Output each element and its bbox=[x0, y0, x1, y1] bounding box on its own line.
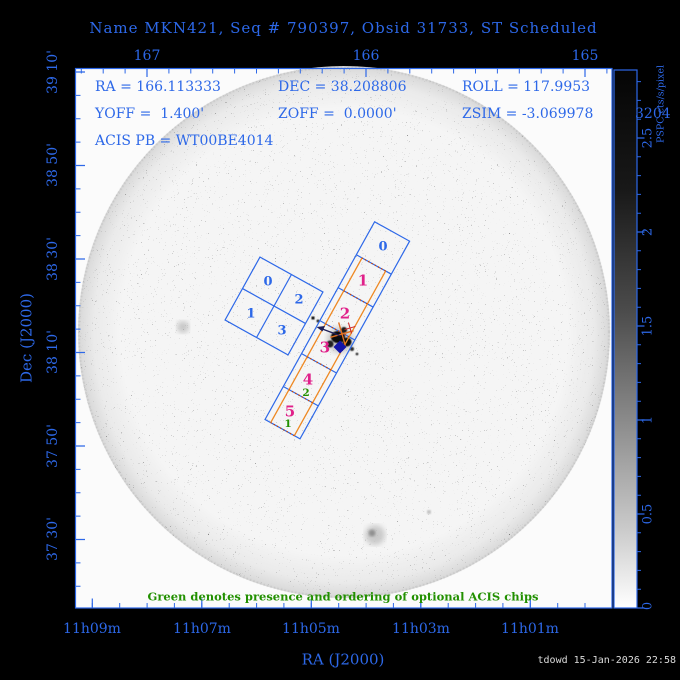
optional-chips-note: Green denotes presence and ordering of o… bbox=[147, 589, 539, 604]
cb-tick-1: 2 bbox=[640, 227, 656, 237]
target-x-marker bbox=[330, 322, 354, 346]
colorbar bbox=[613, 69, 638, 609]
header-dec: DEC = 38.208806 bbox=[278, 79, 407, 95]
offset-arrow bbox=[320, 327, 342, 337]
left-axis-minor-ticks bbox=[76, 71, 81, 587]
header-ra: RA = 166.113333 bbox=[95, 79, 221, 95]
chip-s0-label: 0 bbox=[378, 239, 388, 255]
fov-rim bbox=[78, 66, 610, 598]
chip-s5-label: 5 bbox=[284, 402, 296, 421]
aimpoint-diamond bbox=[333, 340, 347, 354]
plot-title: Name MKN421, Seq # 790397, Obsid 31733, … bbox=[89, 19, 598, 37]
chip-i3-label: 3 bbox=[277, 323, 287, 339]
bottom-tick-3: 11h03m bbox=[392, 621, 450, 637]
colorbar-major-ticks bbox=[637, 137, 645, 609]
faint-sources bbox=[177, 321, 431, 545]
x-axis-title: RA (J2000) bbox=[301, 650, 385, 669]
header-zsim-overflow: 3204 bbox=[635, 106, 671, 122]
optional-chip-order-2: 2 bbox=[302, 386, 310, 399]
left-tick-4: 37 50' bbox=[45, 424, 61, 468]
left-tick-2: 38 30' bbox=[45, 237, 61, 281]
cb-tick-5: 0 bbox=[640, 601, 656, 611]
bottom-axis-minor-ticks bbox=[91, 603, 586, 608]
y-axis-title: Dec (J2000) bbox=[17, 293, 36, 383]
aimpoint-markers bbox=[316, 322, 356, 354]
bottom-tick-4: 11h01m bbox=[501, 621, 559, 637]
top-tick-166: 166 bbox=[352, 48, 380, 64]
colorbar-title: PSPC cts/s/pixel bbox=[655, 64, 667, 144]
bottom-tick-2: 11h05m bbox=[282, 621, 340, 637]
header-yoff: YOFF = 1.400' bbox=[95, 106, 205, 122]
left-tick-5: 37 30' bbox=[45, 517, 61, 561]
chip-s3-label: 3 bbox=[319, 338, 331, 357]
offset-arrow-head bbox=[316, 326, 325, 332]
top-tick-167: 167 bbox=[133, 48, 161, 64]
cb-tick-4: 0.5 bbox=[640, 503, 656, 525]
header-zsim: ZSIM = -3.069978 bbox=[462, 107, 594, 121]
chip-s1-label: 1 bbox=[357, 271, 369, 290]
header-zoff: ZOFF = 0.0000' bbox=[278, 106, 397, 122]
acis-i-array bbox=[224, 256, 324, 356]
subarray-chip-edges bbox=[270, 257, 386, 437]
chip-i1-label: 1 bbox=[246, 306, 256, 322]
chip-s4-label: 4 bbox=[302, 370, 314, 389]
top-tick-165: 165 bbox=[571, 48, 599, 64]
cb-tick-3: 1 bbox=[640, 415, 656, 425]
header-acis-pb: ACIS PB = WT00BE4014 bbox=[95, 133, 274, 149]
left-tick-3: 38 10' bbox=[45, 330, 61, 374]
cb-tick-2: 1.5 bbox=[640, 315, 656, 337]
left-tick-1: 38 50' bbox=[45, 143, 61, 187]
cb-tick-0: 2.5 bbox=[640, 127, 656, 149]
colorbar-minor-ticks bbox=[637, 81, 641, 590]
chip-s2-label: 2 bbox=[339, 304, 351, 323]
top-axis-minor-ticks bbox=[80, 69, 608, 74]
user-timestamp: tdowd 15-Jan-2026 22:58 bbox=[537, 655, 676, 666]
optional-chip-order-1: 1 bbox=[284, 417, 292, 430]
plot-frame bbox=[74, 67, 613, 609]
header-roll: ROLL = 117.9953 bbox=[462, 79, 591, 95]
bottom-tick-0: 11h09m bbox=[63, 621, 121, 637]
bottom-tick-1: 11h07m bbox=[173, 621, 231, 637]
small-x-marker bbox=[344, 322, 356, 334]
chip-i2-label: 2 bbox=[294, 292, 304, 308]
left-tick-0: 39 10' bbox=[45, 50, 61, 94]
chip-i0-label: 0 bbox=[263, 274, 273, 290]
